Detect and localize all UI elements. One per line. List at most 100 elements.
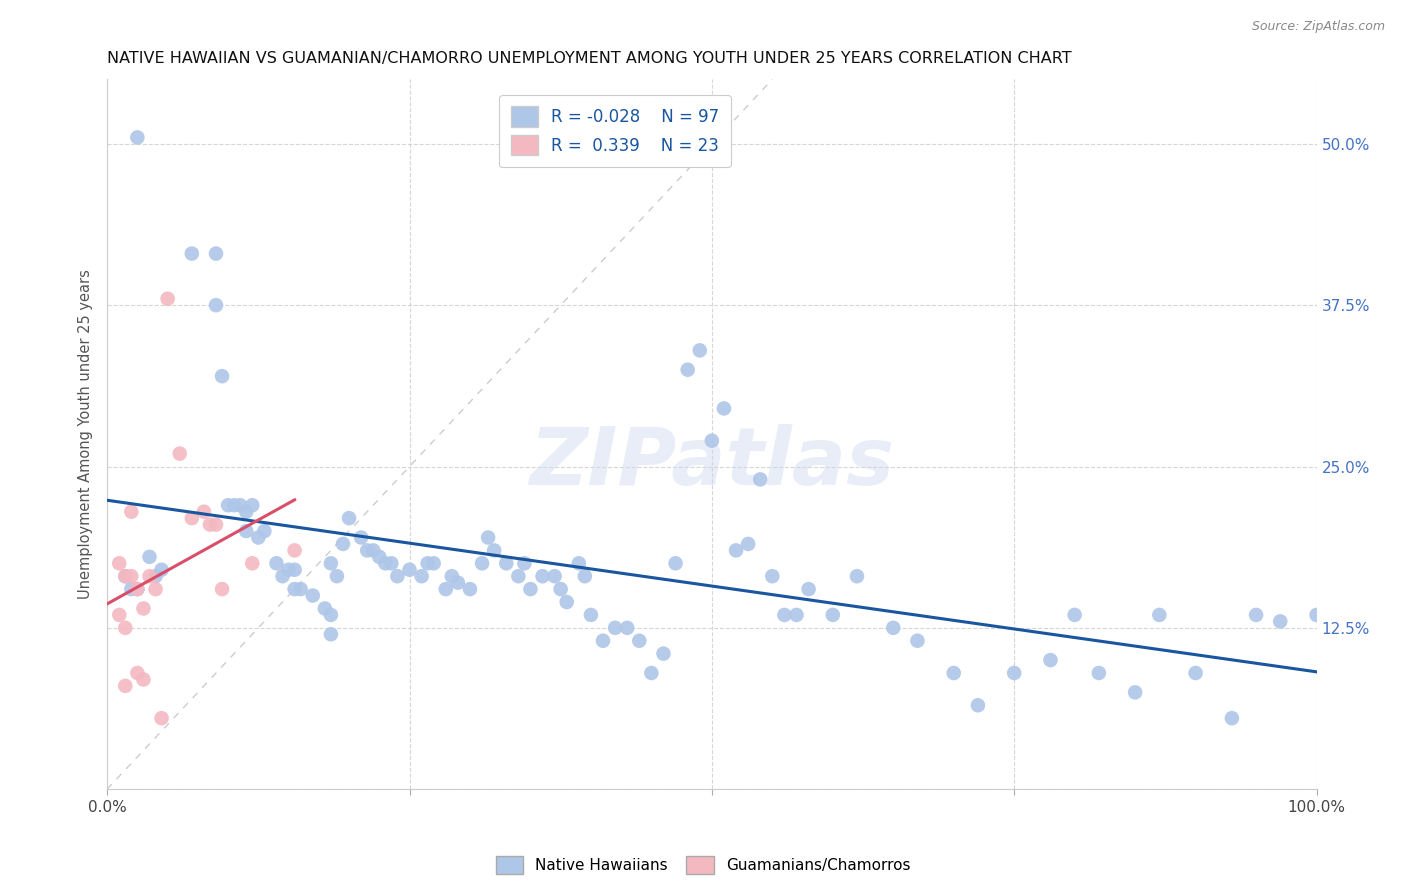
Point — [156, 292, 179, 306]
Point — [319, 557, 342, 571]
Point — [434, 582, 457, 596]
Point — [319, 607, 342, 622]
Point — [387, 569, 409, 583]
Point — [132, 601, 155, 615]
Point — [127, 665, 149, 680]
Point — [120, 569, 142, 583]
Point — [592, 633, 614, 648]
Point — [846, 569, 869, 583]
Point — [120, 582, 142, 596]
Point — [180, 246, 202, 260]
Point — [198, 517, 221, 532]
Point — [700, 434, 723, 448]
Point — [235, 505, 257, 519]
Legend: R = -0.028    N = 97, R =  0.339    N = 23: R = -0.028 N = 97, R = 0.339 N = 23 — [499, 95, 731, 167]
Point — [114, 679, 136, 693]
Point — [628, 633, 651, 648]
Point — [150, 711, 173, 725]
Point — [508, 569, 530, 583]
Point — [138, 549, 160, 564]
Point — [205, 246, 228, 260]
Point — [398, 563, 420, 577]
Point — [356, 543, 378, 558]
Text: ZIPatlas: ZIPatlas — [529, 424, 894, 501]
Point — [1184, 665, 1206, 680]
Point — [319, 627, 342, 641]
Point — [114, 569, 136, 583]
Y-axis label: Unemployment Among Youth under 25 years: Unemployment Among Youth under 25 years — [79, 269, 93, 599]
Point — [416, 557, 439, 571]
Point — [967, 698, 990, 713]
Point — [543, 569, 565, 583]
Point — [574, 569, 596, 583]
Point — [603, 621, 626, 635]
Point — [447, 575, 470, 590]
Point — [145, 569, 167, 583]
Point — [114, 621, 136, 635]
Point — [1002, 665, 1025, 680]
Point — [240, 557, 263, 571]
Point — [108, 607, 131, 622]
Point — [138, 569, 160, 583]
Point — [477, 531, 499, 545]
Legend: Native Hawaiians, Guamanians/Chamorros: Native Hawaiians, Guamanians/Chamorros — [489, 850, 917, 880]
Point — [337, 511, 360, 525]
Point — [882, 621, 904, 635]
Point — [284, 563, 307, 577]
Point — [640, 665, 662, 680]
Point — [127, 582, 149, 596]
Point — [284, 582, 307, 596]
Point — [271, 569, 294, 583]
Point — [471, 557, 494, 571]
Point — [568, 557, 591, 571]
Point — [374, 557, 396, 571]
Point — [1063, 607, 1085, 622]
Point — [114, 569, 136, 583]
Point — [145, 582, 167, 596]
Point — [368, 549, 391, 564]
Point — [205, 517, 228, 532]
Point — [205, 298, 228, 312]
Point — [411, 569, 433, 583]
Point — [482, 543, 505, 558]
Point — [652, 647, 675, 661]
Point — [550, 582, 572, 596]
Point — [1305, 607, 1327, 622]
Point — [120, 505, 142, 519]
Point — [1270, 615, 1292, 629]
Point — [240, 498, 263, 512]
Point — [180, 511, 202, 525]
Point — [1039, 653, 1062, 667]
Point — [361, 543, 384, 558]
Point — [247, 531, 270, 545]
Point — [326, 569, 349, 583]
Point — [332, 537, 354, 551]
Point — [713, 401, 735, 416]
Point — [229, 498, 252, 512]
Point — [224, 498, 246, 512]
Point — [235, 524, 257, 538]
Point — [821, 607, 844, 622]
Point — [422, 557, 444, 571]
Point — [193, 505, 215, 519]
Point — [253, 524, 276, 538]
Point — [314, 601, 336, 615]
Point — [725, 543, 748, 558]
Point — [380, 557, 402, 571]
Point — [495, 557, 517, 571]
Point — [907, 633, 929, 648]
Point — [290, 582, 312, 596]
Point — [266, 557, 288, 571]
Point — [1220, 711, 1243, 725]
Point — [1244, 607, 1267, 622]
Point — [797, 582, 820, 596]
Point — [127, 582, 149, 596]
Point — [531, 569, 554, 583]
Text: Source: ZipAtlas.com: Source: ZipAtlas.com — [1251, 20, 1385, 33]
Point — [211, 582, 233, 596]
Point — [440, 569, 463, 583]
Point — [555, 595, 578, 609]
Point — [458, 582, 481, 596]
Point — [108, 557, 131, 571]
Point — [169, 447, 191, 461]
